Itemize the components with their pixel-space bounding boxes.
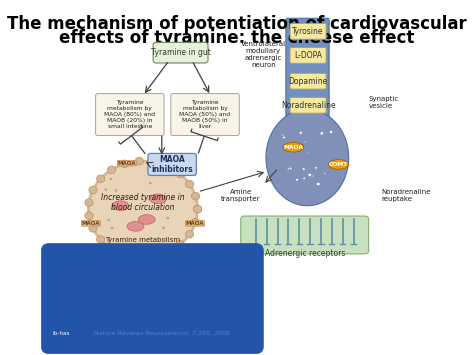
Text: Tyramine in gut: Tyramine in gut — [151, 48, 210, 57]
Text: L-DOPA: L-DOPA — [294, 51, 322, 60]
Ellipse shape — [108, 219, 110, 221]
Ellipse shape — [115, 190, 117, 191]
Ellipse shape — [185, 230, 194, 238]
Text: Tyramine metabolism
by endothelial MAOA: Tyramine metabolism by endothelial MAOA — [105, 237, 181, 250]
Text: Noradrenaline: Noradrenaline — [281, 101, 336, 110]
Ellipse shape — [283, 136, 285, 139]
Ellipse shape — [287, 168, 290, 170]
Ellipse shape — [108, 245, 116, 252]
Ellipse shape — [193, 206, 201, 213]
Ellipse shape — [97, 175, 105, 182]
Ellipse shape — [120, 251, 129, 258]
Ellipse shape — [166, 217, 169, 219]
Ellipse shape — [150, 194, 166, 204]
Ellipse shape — [266, 109, 349, 206]
Text: Nature Reviews Neuroscience, 7:295, 2006: Nature Reviews Neuroscience, 7:295, 2006 — [94, 332, 230, 337]
Ellipse shape — [85, 199, 93, 206]
Ellipse shape — [191, 192, 200, 200]
Ellipse shape — [150, 252, 158, 260]
Ellipse shape — [150, 158, 158, 166]
Text: Amine
transporter: Amine transporter — [221, 189, 260, 202]
Ellipse shape — [110, 178, 112, 180]
Ellipse shape — [315, 167, 317, 169]
Text: Noradrenaline
reuptake: Noradrenaline reuptake — [382, 189, 431, 202]
Text: Ventrolateral
modullary
adrenergic
neuron: Ventrolateral modullary adrenergic neuro… — [241, 40, 286, 67]
Ellipse shape — [317, 182, 320, 186]
Ellipse shape — [149, 182, 152, 184]
Ellipse shape — [111, 227, 113, 229]
Ellipse shape — [320, 132, 324, 135]
Ellipse shape — [85, 212, 93, 219]
Ellipse shape — [185, 180, 194, 188]
Text: MAOA: MAOA — [283, 145, 303, 150]
Ellipse shape — [283, 142, 304, 152]
Text: MAOA: MAOA — [118, 161, 136, 166]
Text: Tyramine
metabolism by
MAOA (80%) and
MAOB (20%) in
small intestine: Tyramine metabolism by MAOA (80%) and MA… — [104, 100, 155, 129]
Ellipse shape — [164, 248, 172, 256]
Ellipse shape — [89, 186, 97, 194]
Text: MAOA
inhibitors: MAOA inhibitors — [151, 155, 193, 174]
Text: Adrenergic receptors: Adrenergic receptors — [264, 249, 345, 258]
Ellipse shape — [120, 160, 129, 168]
Ellipse shape — [329, 130, 333, 133]
Ellipse shape — [191, 218, 200, 226]
Ellipse shape — [304, 141, 306, 143]
FancyBboxPatch shape — [290, 23, 326, 39]
Ellipse shape — [299, 131, 302, 134]
Text: Dopamine: Dopamine — [289, 77, 328, 86]
Ellipse shape — [89, 161, 198, 257]
Ellipse shape — [302, 168, 305, 170]
Ellipse shape — [127, 222, 144, 231]
Ellipse shape — [112, 201, 129, 211]
Ellipse shape — [105, 189, 107, 191]
FancyBboxPatch shape — [96, 94, 164, 136]
FancyBboxPatch shape — [290, 97, 326, 113]
Ellipse shape — [126, 206, 128, 208]
FancyBboxPatch shape — [241, 216, 369, 254]
Text: Tyrosine: Tyrosine — [292, 27, 324, 36]
FancyBboxPatch shape — [148, 153, 196, 175]
Ellipse shape — [138, 215, 155, 224]
Text: MAOA: MAOA — [186, 221, 204, 226]
Ellipse shape — [176, 170, 184, 178]
Ellipse shape — [97, 236, 105, 243]
Ellipse shape — [324, 173, 326, 174]
Text: Increased tyramine in
blood circulation: Increased tyramine in blood circulation — [101, 192, 185, 212]
Text: MAOA: MAOA — [82, 221, 100, 226]
Ellipse shape — [295, 178, 299, 181]
Text: fo-has: fo-has — [53, 332, 70, 337]
Text: Tyramine
metabolism by
MAOA (50%) and
MAOB (50%) in
liver: Tyramine metabolism by MAOA (50%) and MA… — [180, 100, 230, 129]
Ellipse shape — [289, 167, 292, 170]
FancyBboxPatch shape — [290, 73, 326, 89]
FancyBboxPatch shape — [286, 18, 329, 125]
Ellipse shape — [282, 134, 284, 136]
Ellipse shape — [176, 241, 184, 248]
FancyBboxPatch shape — [153, 42, 208, 63]
Ellipse shape — [108, 166, 116, 174]
Text: COMT: COMT — [329, 162, 348, 167]
Text: The mechanism of potentiation of cardiovascular: The mechanism of potentiation of cardiov… — [7, 15, 467, 33]
Ellipse shape — [328, 160, 349, 169]
Text: Synaptic
vesicle: Synaptic vesicle — [369, 96, 399, 109]
Text: effects of tyramine: the cheese effect: effects of tyramine: the cheese effect — [59, 28, 415, 47]
Ellipse shape — [162, 227, 164, 229]
FancyBboxPatch shape — [41, 244, 264, 354]
Ellipse shape — [303, 177, 305, 180]
Ellipse shape — [135, 157, 144, 165]
Ellipse shape — [307, 152, 309, 153]
Ellipse shape — [311, 176, 313, 178]
FancyBboxPatch shape — [171, 94, 239, 136]
Ellipse shape — [89, 225, 97, 232]
Ellipse shape — [164, 163, 172, 170]
Ellipse shape — [193, 206, 201, 213]
Ellipse shape — [312, 175, 314, 176]
Ellipse shape — [134, 222, 136, 224]
Ellipse shape — [308, 173, 311, 176]
Ellipse shape — [135, 253, 144, 261]
FancyBboxPatch shape — [290, 48, 326, 63]
